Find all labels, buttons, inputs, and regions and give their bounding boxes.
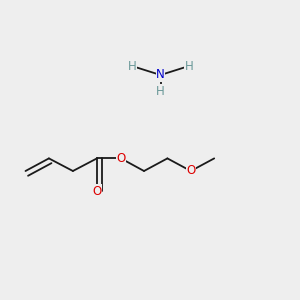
Text: H: H xyxy=(156,85,165,98)
Text: H: H xyxy=(128,59,136,73)
Text: H: H xyxy=(184,59,194,73)
Text: O: O xyxy=(92,185,101,198)
Text: O: O xyxy=(116,152,125,165)
Text: N: N xyxy=(156,68,165,82)
Text: O: O xyxy=(186,164,195,178)
